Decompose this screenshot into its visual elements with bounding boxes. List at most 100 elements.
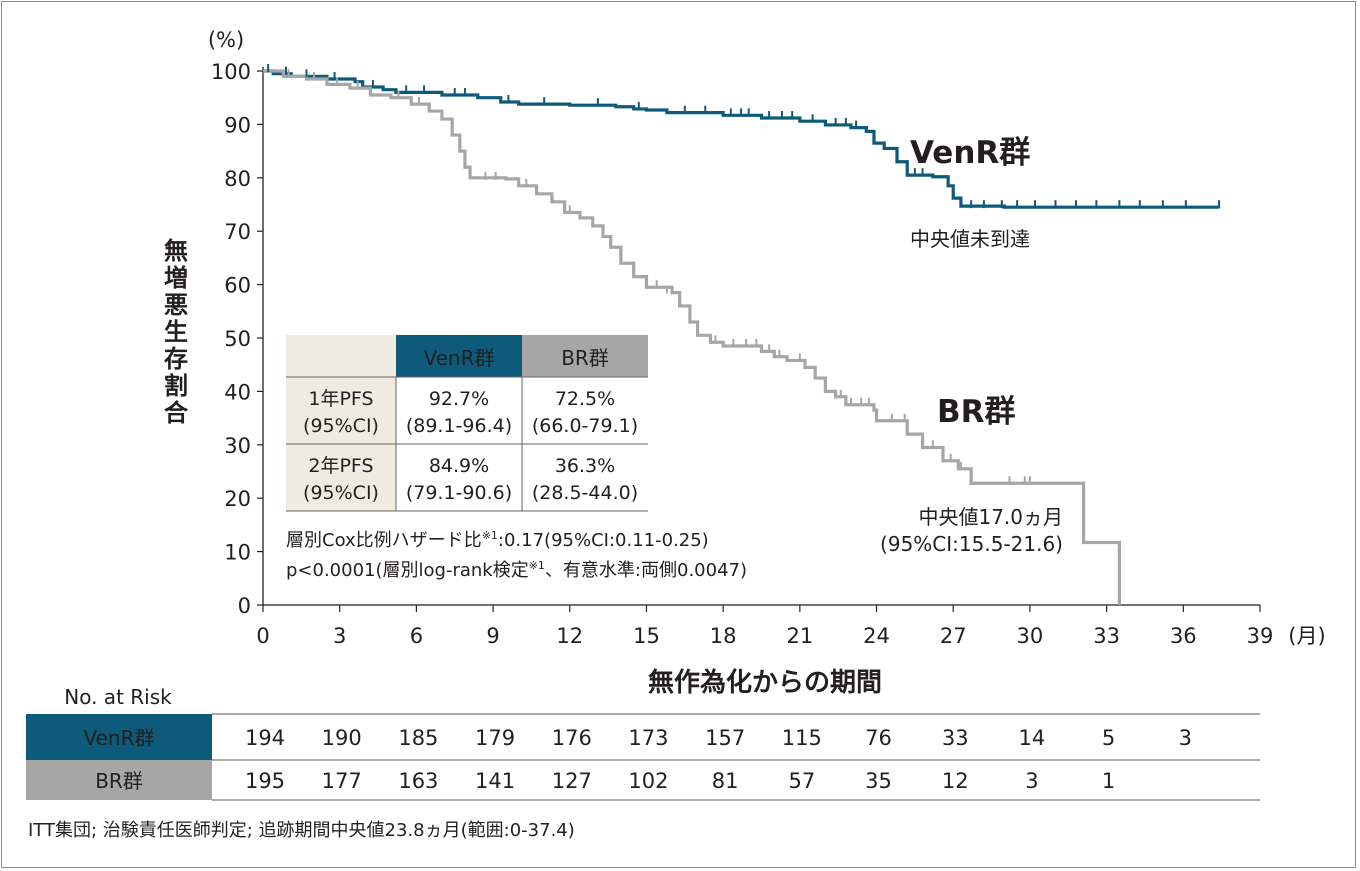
pfs-table: VenR群 BR群 1年PFS (95%CI) 92.7% (89.1-96.4) 72.5… [286, 335, 747, 581]
x-tick-label: 33 [1093, 624, 1120, 648]
risk-count: 3 [1025, 769, 1038, 793]
y-tick-label: 0 [238, 594, 251, 618]
p-value-text-text: p<0.0001(層別log-rank検定 [286, 560, 529, 581]
risk-count: 3 [1179, 726, 1192, 750]
br-median-ci-label: (95%CI:15.5-21.6) [880, 532, 1063, 556]
risk-count: 173 [628, 726, 668, 750]
x-tick-label: 3 [333, 624, 346, 648]
br-curve [263, 69, 1121, 605]
table-br-ci: (28.5-44.0) [532, 482, 638, 504]
p-value-text-value: 、有意水準:両側0.0047) [545, 560, 747, 581]
table-br-value: 72.5% [555, 388, 615, 410]
x-unit-label: (月) [1288, 624, 1325, 648]
table-label-column-bg [286, 335, 396, 511]
risk-count: 57 [788, 769, 815, 793]
y-axis-title-char: 割 [164, 372, 188, 400]
risk-count: 35 [865, 769, 892, 793]
y-tick-label: 90 [224, 113, 251, 137]
risk-count: 194 [245, 726, 285, 750]
risk-count: 141 [475, 769, 515, 793]
risk-count: 176 [552, 726, 592, 750]
x-tick-label: 9 [486, 624, 499, 648]
venr-median-label: 中央値未到達 [910, 227, 1030, 251]
risk-count: 76 [865, 726, 892, 750]
footnote: ITT集団; 治験責任医師判定; 追跡期間中央値23.8ヵ月(範囲:0-37.4… [28, 820, 575, 841]
table-venr-value: 92.7% [429, 388, 489, 410]
x-tick-label: 27 [940, 624, 967, 648]
x-tick-label: 0 [256, 624, 269, 648]
br-median-label: 中央値17.0ヵ月 [918, 505, 1063, 529]
risk-count: 81 [712, 769, 739, 793]
p-value-text-footnote-mark: ※1 [529, 559, 545, 572]
hazard-ratio-text: 層別Cox比例ハザード比※1:0.17(95%CI:0.11-0.25) [286, 529, 709, 551]
x-tick-label: 36 [1170, 624, 1197, 648]
y-tick-label: 100 [211, 60, 251, 84]
x-tick-label: 18 [710, 624, 737, 648]
risk-table-title: No. at Risk [64, 685, 172, 709]
x-tick-label: 30 [1017, 624, 1044, 648]
y-tick-label: 50 [224, 327, 251, 351]
risk-label-venr: VenR群 [83, 726, 154, 750]
y-axis-title-char: 悪 [164, 291, 188, 319]
risk-count: 33 [942, 726, 969, 750]
br-curve-label: BR群 [937, 394, 1016, 430]
risk-count: 177 [322, 769, 362, 793]
y-axis-title-char: 無 [164, 237, 188, 265]
y-tick-label: 20 [224, 487, 251, 511]
venr-curve-label: VenR群 [910, 135, 1030, 171]
table-br-ci: (66.0-79.1) [532, 415, 638, 437]
risk-count: 190 [322, 726, 362, 750]
table-row-label-ci: (95%CI) [303, 482, 379, 504]
table-row-label-ci: (95%CI) [303, 415, 379, 437]
table-row-label: 2年PFS [308, 455, 373, 477]
risk-count: 102 [628, 769, 668, 793]
y-tick-label: 70 [224, 220, 251, 244]
y-axis-title: 無増悪生存割合 [164, 237, 189, 427]
censor-marks [267, 64, 1221, 485]
table-header-br: BR群 [561, 346, 609, 370]
y-tick-label: 10 [224, 541, 251, 565]
y-tick-label: 40 [224, 380, 251, 404]
table-venr-ci: (89.1-96.4) [406, 415, 512, 437]
table-header-venr: VenR群 [423, 346, 494, 370]
table-venr-ci: (79.1-90.6) [406, 482, 512, 504]
y-tick-label: 60 [224, 274, 251, 298]
x-tick-label: 21 [786, 624, 813, 648]
risk-label-br-bg [26, 760, 212, 800]
x-tick-label: 39 [1247, 624, 1274, 648]
y-axis-title-char: 存 [164, 345, 188, 373]
hazard-ratio-text-footnote-mark: ※1 [482, 529, 498, 542]
table-header-br-bg [522, 335, 648, 377]
x-tick-label: 15 [633, 624, 660, 648]
x-tick-label: 12 [556, 624, 583, 648]
x-axis-title: 無作為化からの期間 [648, 668, 882, 698]
risk-count: 5 [1102, 726, 1115, 750]
x-tick-label: 6 [410, 624, 423, 648]
y-axis-title-char: 合 [164, 399, 189, 427]
risk-count: 195 [245, 769, 285, 793]
risk-count: 163 [398, 769, 438, 793]
risk-label-venr-bg [26, 714, 212, 760]
risk-count: 14 [1019, 726, 1046, 750]
y-tick-label: 30 [224, 434, 251, 458]
risk-label-br: BR群 [95, 769, 143, 793]
hazard-ratio-text-text: 層別Cox比例ハザード比 [286, 530, 482, 551]
y-axis-title-char: 生 [164, 318, 188, 346]
risk-count: 157 [705, 726, 745, 750]
x-tick-label: 24 [863, 624, 890, 648]
table-header-venr-bg [396, 335, 522, 377]
table-br-value: 36.3% [555, 455, 615, 477]
risk-count: 1 [1102, 769, 1115, 793]
risk-count: 185 [398, 726, 438, 750]
table-row-label: 1年PFS [308, 388, 373, 410]
risk-count: 115 [782, 726, 822, 750]
p-value-text: p<0.0001(層別log-rank検定※1、有意水準:両側0.0047) [286, 559, 747, 581]
risk-count: 127 [552, 769, 592, 793]
table-venr-value: 84.9% [429, 455, 489, 477]
y-axis-title-char: 増 [164, 264, 188, 292]
y-unit-label: (%) [208, 28, 244, 52]
